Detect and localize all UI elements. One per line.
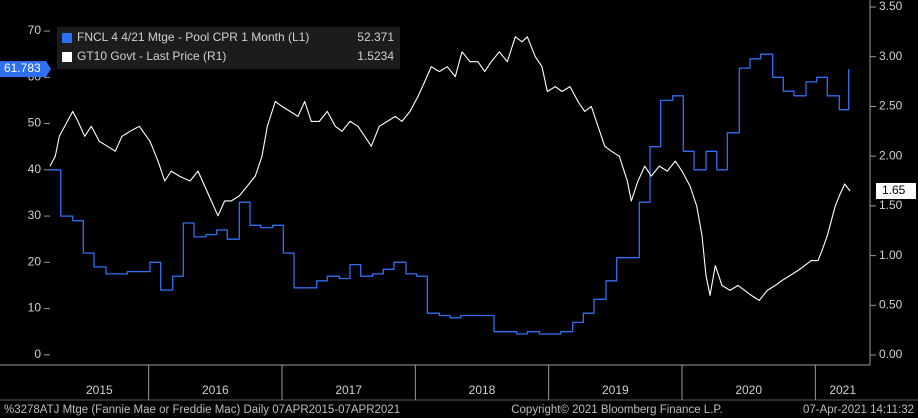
y-tick-label: 30 [28,208,42,222]
series-line [50,53,850,335]
x-tick-label: 2021 [829,383,856,397]
x-tick-label: 2017 [335,383,362,397]
y2-tick-label: 2.00 [879,148,903,162]
footer-copyright: Copyright© 2021 Bloomberg Finance L.P. [511,404,723,416]
y-tick-label: 50 [28,116,42,130]
legend-label: GT10 Govt - Last Price (R1) [77,49,226,63]
y2-tick-label: 3.50 [879,0,903,13]
x-tick-label: 2015 [86,383,113,397]
y-tick-label: 10 [28,301,42,315]
legend-swatch [62,52,72,62]
footer-date: 07-Apr-2021 14:11:32 [803,404,914,416]
legend: FNCL 4 4/21 Mtge - Pool CPR 1 Month (L1)… [57,27,400,69]
legend-label: FNCL 4 4/21 Mtge - Pool CPR 1 Month (L1) [77,30,309,44]
footer-left: %3278ATJ Mtge (Fannie Mae or Freddie Mac… [4,404,400,416]
legend-box [57,27,400,69]
last-value-tag [876,182,916,199]
last-value-tag [0,61,46,78]
y-tick-label: 20 [28,254,42,268]
y2-tick-label: 1.50 [879,198,903,212]
series-line [49,36,851,301]
x-tick-label: 2019 [602,383,629,397]
last-value-label: 61.783 [4,61,41,75]
y2-tick-label: 1.00 [879,248,903,262]
y2-tick-label: 3.00 [879,49,903,63]
y-tick-label: 70 [28,23,42,37]
y-tick-label: 40 [28,162,42,176]
x-tick-label: 2018 [469,383,496,397]
y2-tick-label: 0.50 [879,298,903,312]
last-value-tag-point [46,61,51,78]
plot-area [49,36,851,335]
x-tick-label: 2020 [735,383,762,397]
last-value-label: 1.65 [882,183,906,197]
y2-tick-label: 0.00 [879,347,903,361]
legend-swatch [62,33,72,43]
legend-value: 52.371 [357,30,394,44]
y-tick-label: 0 [34,347,41,361]
y2-tick-label: 2.50 [879,99,903,113]
legend-value: 1.5234 [357,49,394,63]
x-tick-label: 2016 [202,383,229,397]
